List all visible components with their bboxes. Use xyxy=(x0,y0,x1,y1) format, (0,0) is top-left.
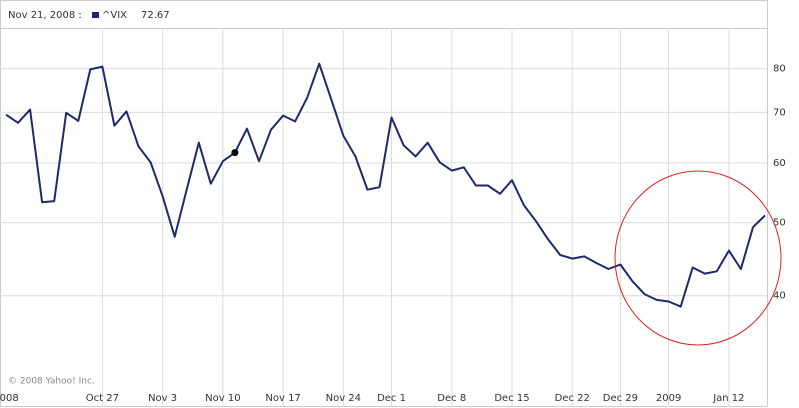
x-tick-label: Nov 3 xyxy=(148,393,177,404)
x-tick-label: Nov 17 xyxy=(265,393,300,404)
x-tick-label: Oct 27 xyxy=(86,393,119,404)
x-tick-label: Dec 22 xyxy=(555,393,590,404)
x-tick-label: Dec 1 xyxy=(377,393,406,404)
copyright: © 2008 Yahoo! Inc. xyxy=(8,377,95,387)
y-tick-label: 70 xyxy=(773,107,786,118)
x-tick-label: Dec 15 xyxy=(494,393,529,404)
hover-date: Nov 21, 2008 : xyxy=(8,10,82,21)
y-tick-label: 80 xyxy=(773,64,786,75)
x-tick-label: Dec 29 xyxy=(603,393,638,404)
y-tick-label: 50 xyxy=(773,218,786,229)
x-tick-label: Dec 8 xyxy=(437,393,466,404)
x-tick-label: Jan 12 xyxy=(712,393,744,404)
series-line xyxy=(5,62,766,308)
y-tick-label: 40 xyxy=(773,291,786,302)
highlight-circle xyxy=(614,170,782,346)
legend-swatch xyxy=(92,12,99,18)
frame xyxy=(0,0,768,407)
hover-marker xyxy=(231,149,239,157)
hover-value: 72.67 xyxy=(141,10,170,21)
x-tick-label: 2009 xyxy=(656,393,681,404)
x-tick-label: 2008 xyxy=(0,393,19,404)
x-tick-label: Nov 10 xyxy=(205,393,240,404)
x-tick-label: Nov 24 xyxy=(326,393,361,404)
legend-label: ^VIX xyxy=(102,10,127,21)
y-tick-label: 60 xyxy=(773,158,786,169)
